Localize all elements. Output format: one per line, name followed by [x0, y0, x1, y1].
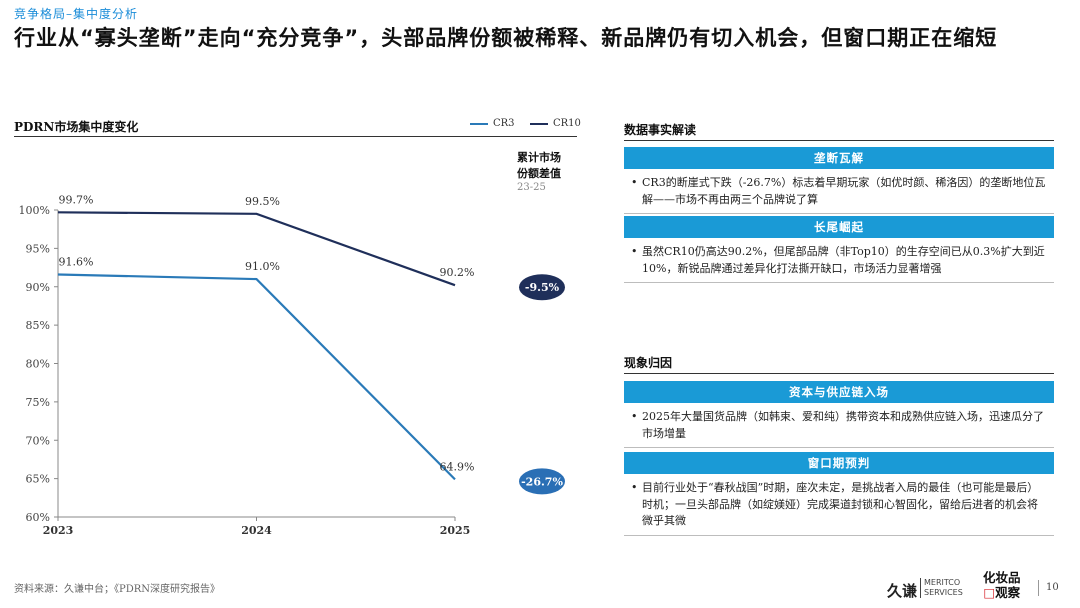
- y-tick-label: 70%: [26, 434, 50, 447]
- facts-text-1: CR3的断崖式下跌（-26.7%）标志着早期玩家（如优时颜、稀洛因）的垄断地位瓦…: [624, 171, 1054, 214]
- y-tick-label: 75%: [26, 396, 50, 409]
- causes-rule: [624, 373, 1054, 374]
- page-number: 10: [1046, 582, 1059, 593]
- gap-badge-cr10: [519, 274, 565, 301]
- legend-swatch-cr10: [530, 122, 548, 125]
- facts-title: 数据事实解读: [624, 123, 697, 137]
- x-tick-label: 2025: [440, 524, 471, 537]
- data-label-cr10: 90.2%: [440, 266, 475, 279]
- causes-title: 现象归因: [624, 356, 673, 370]
- causes-text-1: 2025年大量国货品牌（如韩束、爱和纯）携带资本和成熟供应链入场，迅速瓜分了市场…: [624, 405, 1054, 448]
- y-tick-label: 100%: [19, 204, 50, 217]
- legend-swatch-cr3: [470, 122, 488, 125]
- data-label-cr3: 91.6%: [59, 255, 94, 268]
- y-tick-label: 95%: [26, 242, 50, 255]
- cosmetics-observer-logo: 化妆品 □观察: [983, 570, 1021, 600]
- causes-heading-2: 窗口期预判: [624, 452, 1054, 474]
- breadcrumb-page: 集中度分析: [73, 7, 139, 21]
- jiuqian-logo: 久谦: [887, 582, 918, 600]
- meritco-logo-line2: SERVICES: [924, 588, 963, 597]
- facts-rule: [624, 140, 1054, 141]
- gap-header-line1: 累计市场: [517, 151, 561, 164]
- data-label-cr3: 64.9%: [440, 460, 475, 473]
- cosmetics-logo-line2-text: 观察: [995, 585, 1021, 600]
- y-tick-label: 85%: [26, 319, 50, 332]
- y-tick-label: 60%: [26, 511, 50, 524]
- facts-heading-1: 垄断瓦解: [624, 147, 1054, 169]
- chart-title: PDRN市场集中度变化: [14, 120, 139, 134]
- causes-text-2: 目前行业处于“春秋战国”时期，座次未定，是挑战者入局的最佳（也可能是最后）时机；…: [624, 476, 1054, 536]
- meritco-logo-line1: MERITCO: [924, 578, 961, 587]
- page-divider: [1038, 580, 1039, 596]
- cosmetics-logo-line2: □观察: [983, 585, 1021, 600]
- source-note: 资料来源：久谦中台；《PDRN深度研究报告》: [14, 584, 221, 595]
- facts-heading-2: 长尾崛起: [624, 216, 1054, 238]
- breadcrumb: 竞争格局–集中度分析: [14, 5, 138, 22]
- gap-badge-cr3: [519, 468, 565, 495]
- gap-header-line2: 份额差值: [517, 167, 561, 180]
- meritco-logo: MERITCO SERVICES: [920, 578, 963, 598]
- cosmetics-logo-line1: 化妆品: [983, 570, 1021, 585]
- gap-badge-label-cr10: -9.5%: [525, 281, 560, 294]
- x-tick-label: 2023: [43, 524, 74, 537]
- page-title: 行业从“寡头垄断”走向“充分竞争”，头部品牌份额被稀释、新品牌仍有切入机会，但窗…: [14, 26, 998, 50]
- y-tick-label: 80%: [26, 358, 50, 371]
- legend-label-cr3: CR3: [493, 118, 515, 129]
- legend-label-cr10: CR10: [553, 118, 581, 129]
- causes-heading-1: 资本与供应链入场: [624, 381, 1054, 403]
- breadcrumb-section[interactable]: 竞争格局: [14, 7, 67, 21]
- data-label-cr3: 91.0%: [245, 260, 280, 273]
- y-tick-label: 65%: [26, 473, 50, 486]
- facts-text-2: 虽然CR10仍高达90.2%，但尾部品牌（非Top10）的生存空间已从0.3%扩…: [624, 240, 1054, 283]
- chart-title-rule: [14, 136, 577, 137]
- breadcrumb-separator: –: [66, 7, 74, 21]
- x-tick-label: 2024: [241, 524, 272, 537]
- gap-period: 23-25: [517, 182, 546, 193]
- gap-badge-label-cr3: -26.7%: [521, 475, 563, 488]
- series-line-cr3: [57, 273, 456, 481]
- data-label-cr10: 99.7%: [59, 193, 94, 206]
- series-line-cr10: [57, 211, 456, 287]
- data-label-cr10: 99.5%: [245, 195, 280, 208]
- legend-item-cr3: CR3: [470, 118, 515, 129]
- gap-header: 累计市场 份额差值: [517, 150, 561, 182]
- y-tick-label: 90%: [26, 281, 50, 294]
- legend-item-cr10: CR10: [530, 118, 581, 129]
